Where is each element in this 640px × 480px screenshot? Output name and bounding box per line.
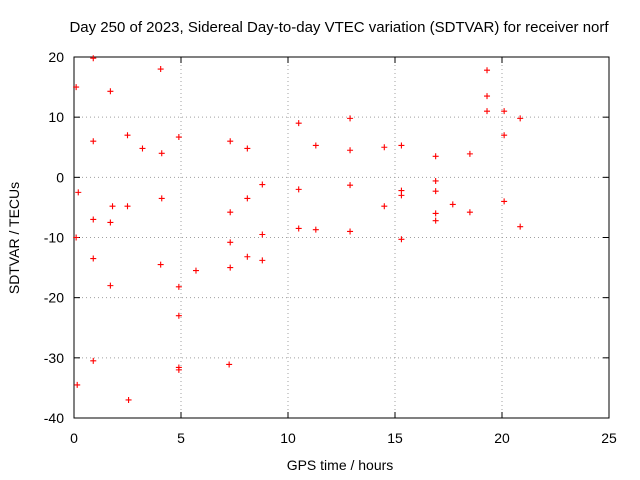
data-point	[381, 203, 388, 210]
x-tick-label: 20	[494, 430, 510, 446]
y-tick-label: -30	[44, 350, 64, 366]
data-point	[158, 150, 165, 157]
data-point	[484, 93, 491, 100]
data-point	[398, 236, 405, 243]
x-tick-label: 5	[177, 430, 185, 446]
data-point	[157, 66, 164, 73]
data-point	[73, 84, 80, 91]
data-point	[227, 239, 234, 246]
data-point	[295, 225, 302, 232]
data-point	[175, 134, 182, 141]
y-tick-label: 20	[48, 49, 64, 65]
x-tick-label: 0	[70, 430, 78, 446]
data-point	[227, 209, 234, 216]
data-point	[347, 115, 354, 122]
data-point	[484, 67, 491, 74]
data-point	[295, 186, 302, 193]
data-points	[73, 55, 524, 403]
data-point	[449, 201, 456, 208]
data-point	[347, 228, 354, 235]
data-point	[398, 192, 405, 199]
data-point	[107, 282, 114, 289]
data-point	[74, 381, 81, 388]
data-point	[466, 209, 473, 216]
data-point	[90, 216, 97, 223]
y-tick-label: 10	[48, 109, 64, 125]
data-point	[484, 108, 491, 115]
data-point	[295, 120, 302, 127]
data-point	[90, 255, 97, 262]
grid	[74, 57, 609, 418]
data-point	[517, 115, 524, 122]
x-tick-label: 10	[280, 430, 296, 446]
data-point	[312, 226, 319, 233]
data-point	[244, 145, 251, 152]
data-point	[347, 182, 354, 189]
data-point	[347, 147, 354, 154]
data-point	[139, 145, 146, 152]
data-point	[175, 312, 182, 319]
data-point	[501, 132, 508, 139]
data-point	[398, 142, 405, 149]
data-point	[432, 188, 439, 195]
data-point	[107, 219, 114, 226]
data-point	[175, 283, 182, 290]
y-tick-label: -10	[44, 230, 64, 246]
x-tick-label: 15	[387, 430, 403, 446]
data-point	[90, 357, 97, 364]
data-point	[244, 195, 251, 202]
tick-marks	[73, 56, 610, 419]
y-axis-label: SDTVAR / TECUs	[6, 182, 22, 294]
y-tick-label: -20	[44, 290, 64, 306]
data-point	[158, 195, 165, 202]
data-point	[75, 189, 82, 196]
tick-labels: 0 5 10 15 20 25 -40 -30 -20 -10 0 10 20	[44, 49, 617, 446]
data-point	[125, 396, 132, 403]
data-point	[90, 55, 97, 62]
data-point	[432, 153, 439, 160]
data-point	[312, 142, 319, 149]
data-point	[124, 203, 131, 210]
y-tick-label: 0	[56, 169, 64, 185]
data-point	[226, 361, 233, 368]
data-point	[466, 150, 473, 157]
y-tick-label: -40	[44, 410, 64, 426]
data-point	[432, 217, 439, 224]
data-point	[90, 138, 97, 145]
data-point	[192, 267, 199, 274]
data-point	[517, 223, 524, 230]
data-point	[259, 231, 266, 238]
x-tick-label: 25	[601, 430, 617, 446]
chart-title: Day 250 of 2023, Sidereal Day-to-day VTE…	[69, 19, 609, 36]
data-point	[107, 88, 114, 95]
data-point	[124, 132, 131, 139]
data-point	[381, 144, 388, 151]
data-point	[259, 257, 266, 264]
data-point	[259, 181, 266, 188]
x-axis-label: GPS time / hours	[287, 457, 394, 473]
data-point	[73, 234, 80, 241]
data-point	[244, 253, 251, 260]
data-point	[432, 210, 439, 217]
data-point	[157, 261, 164, 268]
data-point	[175, 366, 182, 373]
data-point	[501, 198, 508, 205]
data-point	[501, 108, 508, 115]
data-point	[227, 138, 234, 145]
data-point	[227, 264, 234, 271]
data-point	[432, 177, 439, 184]
data-point	[109, 203, 116, 210]
